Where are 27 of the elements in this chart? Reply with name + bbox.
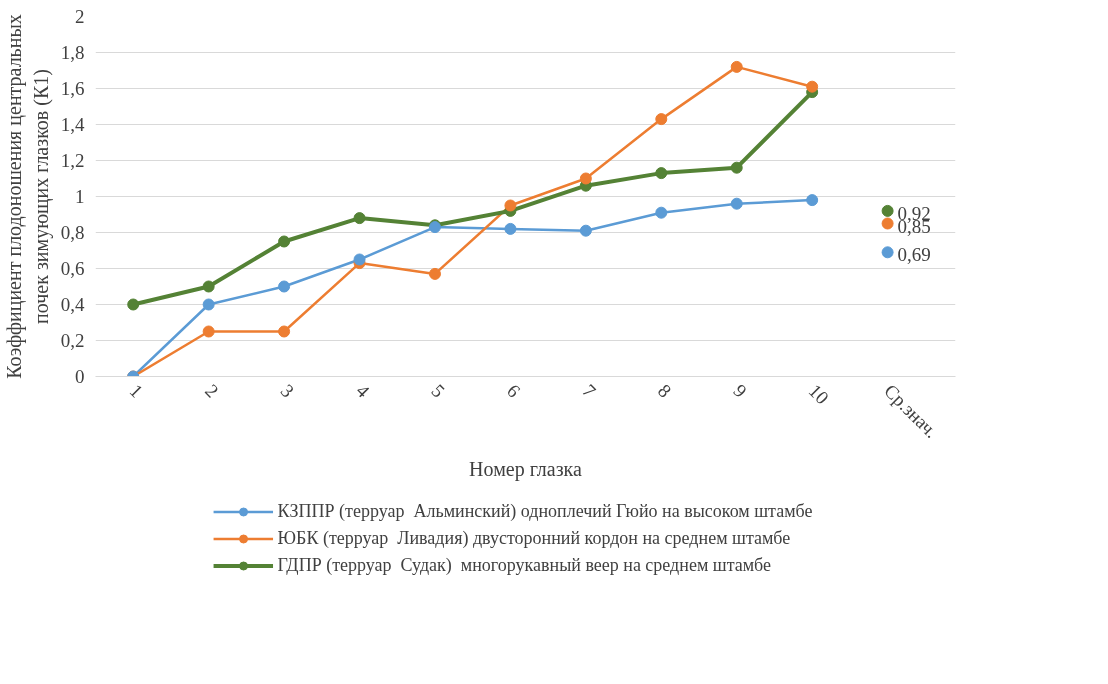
data-label: 0,69 bbox=[897, 244, 931, 266]
y-axis-title: Коэффициент плодоношения центральных почек зимующих глазков (К1) bbox=[3, 14, 53, 379]
y-tick-label: 1,2 bbox=[60, 150, 85, 171]
x-tick-label: 10 bbox=[804, 380, 834, 409]
x-tick-label: 2 bbox=[201, 380, 223, 402]
x-tick-label: 1 bbox=[125, 380, 148, 402]
y-tick-label: 0,4 bbox=[60, 294, 85, 315]
y-tick-label: 0,2 bbox=[60, 330, 85, 351]
x-tick-label: 8 bbox=[653, 380, 676, 402]
x-tick-label: 5 bbox=[427, 380, 450, 402]
y-tick-label: 0,6 bbox=[60, 258, 85, 279]
legend-label: ГДПР (терруар Судак) многорукавный веер на среднем штамбе bbox=[277, 554, 772, 576]
x-tick-label: 4 bbox=[352, 380, 375, 402]
x-tick-label: 3 bbox=[276, 380, 299, 402]
y-tick-label: 1,4 bbox=[60, 114, 85, 135]
y-tick-label: 0 bbox=[75, 366, 85, 387]
legend-label: КЗППР (терруар Альминский) одноплечий Гюйо на высоком штамбе bbox=[277, 500, 813, 522]
y-tick-label: 1,6 bbox=[60, 78, 85, 99]
y-tick-label: 1 bbox=[75, 186, 85, 207]
x-tick-label: 7 bbox=[578, 380, 600, 402]
y-tick-label: 2 bbox=[75, 6, 85, 27]
x-tick-label: 6 bbox=[502, 380, 525, 402]
x-tick-label: 9 bbox=[729, 380, 751, 402]
y-tick-label: 0,8 bbox=[60, 222, 85, 243]
y-tick-label: 1,8 bbox=[60, 42, 85, 63]
legend-label: ЮБК (терруар Ливадия) двусторонний кордон на среднем штамбе bbox=[277, 527, 791, 549]
x-axis-title: Номер глазка bbox=[469, 458, 583, 482]
